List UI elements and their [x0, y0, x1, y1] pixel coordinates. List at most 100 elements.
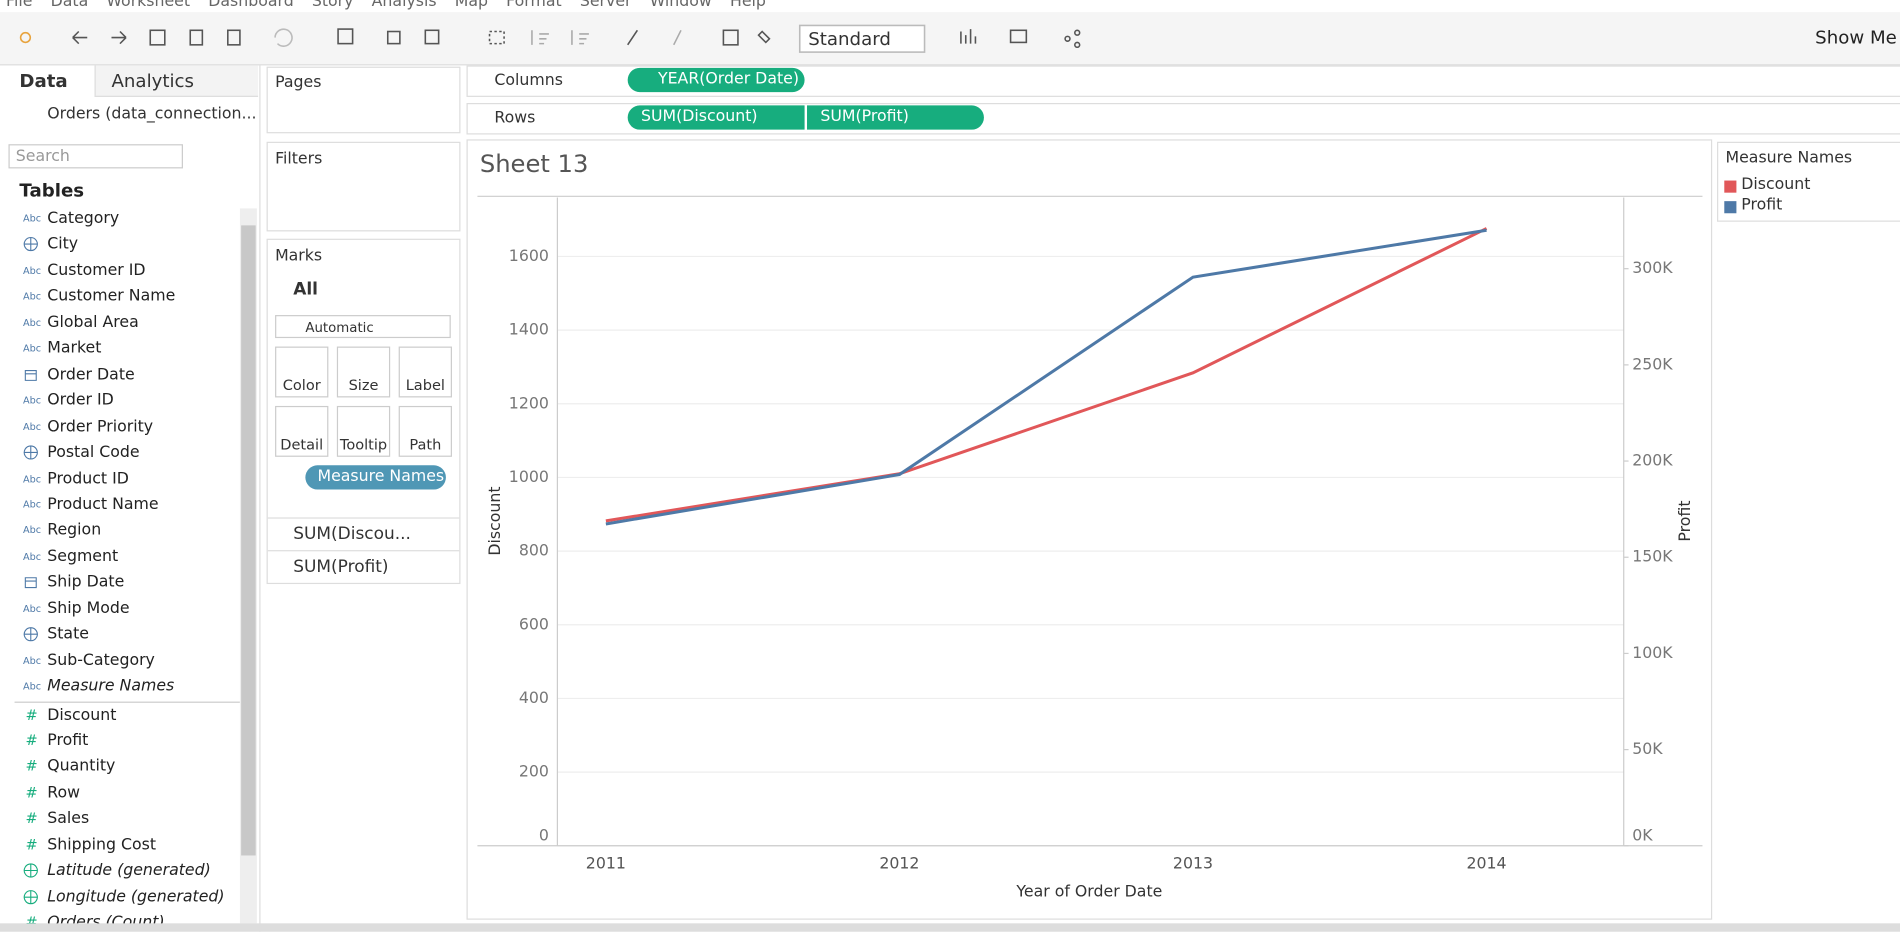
field-icon: #: [25, 731, 38, 749]
field-name: Ship Mode: [47, 599, 130, 618]
field[interactable]: # Shipping Cost: [0, 832, 240, 857]
field[interactable]: Latitude (generated): [0, 858, 240, 883]
mark-button[interactable]: Color: [275, 346, 329, 398]
mark-button-label: Detail: [280, 436, 324, 454]
field[interactable]: # Sales: [0, 806, 240, 831]
x-tick-label: 2013: [1173, 853, 1213, 872]
menu-item[interactable]: Story: [311, 0, 354, 11]
field[interactable]: Abc Measure Names: [0, 674, 240, 699]
field-name: State: [47, 625, 89, 644]
x-tick-label: 2012: [879, 853, 919, 872]
field-icon: Abc: [23, 213, 42, 225]
field-name: Latitude (generated): [47, 861, 211, 881]
field-name: Ship Date: [47, 573, 125, 592]
y-tick-label: 1000: [509, 467, 549, 486]
field[interactable]: Abc Market: [0, 336, 240, 361]
field[interactable]: Abc Product Name: [0, 492, 240, 517]
field[interactable]: Abc Sub-Category: [0, 648, 240, 673]
menu-item[interactable]: Worksheet: [106, 0, 191, 11]
field-icon: Abc: [23, 499, 42, 511]
menu-item[interactable]: Map: [454, 0, 488, 11]
data-connection[interactable]: Orders (data_connection...: [47, 105, 257, 124]
row-pill[interactable]: SUM(Profit): [807, 105, 984, 130]
mark-button[interactable]: Size: [336, 346, 391, 398]
field-icon: [23, 237, 38, 252]
search-box[interactable]: Search: [8, 144, 183, 169]
mark-button[interactable]: Detail: [275, 405, 329, 457]
icon-shape: [23, 863, 38, 878]
column-pill[interactable]: YEAR(Order Date): [627, 67, 805, 93]
color-pill[interactable]: Measure Names: [305, 465, 446, 490]
field[interactable]: Abc Order Priority: [0, 414, 240, 439]
mark-type-dropdown[interactable]: Automatic: [275, 315, 451, 339]
mark-button[interactable]: Label: [398, 346, 452, 398]
field[interactable]: City: [0, 232, 240, 257]
mark-button-label: Color: [282, 376, 321, 394]
y-tick-label: 1600: [509, 246, 549, 265]
legend-label[interactable]: Discount: [1741, 175, 1811, 194]
field[interactable]: Abc Region: [0, 518, 240, 543]
field[interactable]: Abc Ship Mode: [0, 596, 240, 621]
toolbar-icons: [19, 24, 1081, 53]
menu-item[interactable]: Window: [649, 0, 712, 11]
menu-item[interactable]: File: [6, 0, 33, 11]
field-icon: [23, 889, 38, 904]
tables-heading: Tables: [19, 179, 85, 202]
field[interactable]: Ship Date: [0, 570, 240, 595]
marks-all[interactable]: All: [293, 279, 319, 300]
field[interactable]: Postal Code: [0, 440, 240, 465]
analytics-tab[interactable]: Analytics: [94, 65, 259, 97]
y2-tick-label: 50K: [1632, 739, 1663, 758]
y2-tick-label: 300K: [1632, 258, 1673, 277]
legend-label[interactable]: Profit: [1741, 196, 1783, 215]
field[interactable]: State: [0, 622, 240, 647]
field[interactable]: Abc Customer ID: [0, 258, 240, 283]
field[interactable]: Abc Product ID: [0, 466, 240, 491]
field-name: Postal Code: [47, 443, 140, 462]
field-icon: #: [25, 757, 38, 775]
data-tab[interactable]: Data: [0, 65, 95, 97]
fit-dropdown[interactable]: Standard: [808, 27, 891, 50]
field-name: Region: [47, 521, 102, 540]
field-icon: Abc: [23, 317, 42, 329]
mark-button[interactable]: Path: [398, 405, 452, 457]
mark-button-label: Size: [348, 376, 379, 394]
field[interactable]: Abc Segment: [0, 544, 240, 569]
row-pill[interactable]: SUM(Discount): [627, 105, 805, 130]
y2-tick-label: 150K: [1632, 547, 1673, 566]
field[interactable]: Abc Category: [0, 206, 240, 231]
field[interactable]: # Row: [0, 780, 240, 805]
menu-item[interactable]: Dashboard: [208, 0, 294, 11]
scrollbar[interactable]: [239, 208, 257, 924]
field[interactable]: # Quantity: [0, 754, 240, 779]
field-icon: Abc: [23, 655, 42, 667]
field[interactable]: Abc Order ID: [0, 388, 240, 413]
field[interactable]: Abc Global Area: [0, 310, 240, 335]
field[interactable]: Order Date: [0, 362, 240, 387]
mark-button[interactable]: Tooltip: [336, 405, 391, 457]
menu-item[interactable]: Analysis: [371, 0, 437, 11]
menu-item[interactable]: Data: [50, 0, 89, 11]
series-line: [605, 227, 1488, 523]
field-icon: Abc: [23, 343, 42, 355]
mark-section[interactable]: SUM(Discou...: [267, 517, 460, 549]
field-name: Market: [47, 339, 102, 358]
field-icon: Abc: [23, 291, 42, 303]
sheet-tabs: [0, 923, 1900, 932]
field[interactable]: Longitude (generated): [0, 884, 240, 909]
toolbar: Standard Show Me: [0, 12, 1900, 66]
menu-item[interactable]: Help: [729, 0, 766, 11]
field-icon: [23, 863, 38, 878]
field-icon: Abc: [23, 421, 42, 433]
show-me-button[interactable]: Show Me: [1815, 26, 1897, 49]
mark-section[interactable]: SUM(Profit): [267, 550, 460, 582]
field[interactable]: # Profit: [0, 728, 240, 753]
field[interactable]: Abc Customer Name: [0, 284, 240, 309]
data-pane: Data Analytics Orders (data_connection..…: [0, 65, 261, 932]
menu-item[interactable]: Format: [506, 0, 562, 11]
icon-shape: [24, 577, 37, 589]
field[interactable]: # Discount: [0, 702, 240, 727]
menu-item[interactable]: Server: [579, 0, 632, 11]
